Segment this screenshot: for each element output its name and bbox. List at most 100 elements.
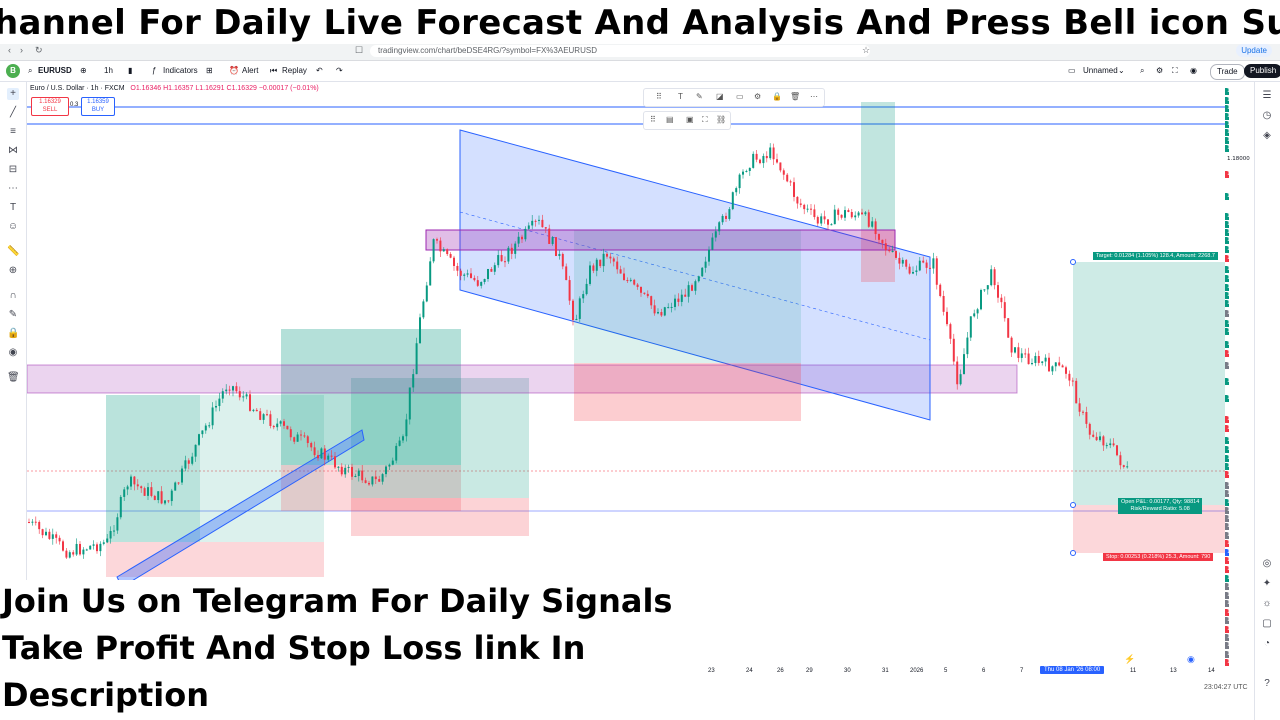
watchlist-icon[interactable]: ☰ xyxy=(1262,90,1272,101)
more-icon[interactable]: ⋯ xyxy=(810,92,818,101)
frame-icon[interactable]: ▣ xyxy=(686,115,694,124)
color-icon[interactable]: ◪ xyxy=(716,92,724,101)
add-symbol-icon[interactable]: ⊕ xyxy=(80,66,87,75)
buy-button[interactable]: 1.16359 BUY xyxy=(81,97,115,116)
drag-handle-icon[interactable]: ⠿ xyxy=(650,115,656,124)
candle-body xyxy=(215,405,217,408)
candle-body xyxy=(643,292,646,294)
event-icon[interactable]: ⚡ xyxy=(1124,654,1136,664)
pattern-icon[interactable]: ⋈ xyxy=(8,145,18,156)
emoji-icon[interactable]: ☺ xyxy=(7,221,19,232)
price-label: 1.18263 xyxy=(1225,105,1250,112)
search-icon[interactable]: ⌕ xyxy=(28,66,33,75)
target-icon[interactable]: ◎ xyxy=(1262,558,1272,569)
reload-icon[interactable]: ↻ xyxy=(35,45,43,55)
candle-body xyxy=(82,549,85,555)
sell-button[interactable]: 1.16329 SELL xyxy=(31,97,69,116)
layout-icon[interactable]: ▭ xyxy=(1068,66,1076,75)
layout-grid-icon[interactable]: ⊞ xyxy=(206,66,213,75)
bookmark-icon[interactable]: ☐ xyxy=(355,45,364,55)
buy-label: BUY xyxy=(91,107,105,113)
candle-body xyxy=(351,466,353,477)
fullscreen-icon[interactable]: ⛶ xyxy=(1172,66,1178,75)
candle-body xyxy=(242,396,245,398)
candle-body xyxy=(592,265,595,271)
price-label: 1.15794 xyxy=(1225,659,1250,666)
redo-icon[interactable]: ↷ xyxy=(336,66,343,75)
settings-icon[interactable]: ⚙ xyxy=(1156,66,1164,75)
undo-icon[interactable]: ↶ xyxy=(316,66,323,75)
candle-body xyxy=(881,239,884,244)
chevron-down-icon[interactable]: ⌄ xyxy=(1118,66,1125,75)
settings-gear-icon[interactable]: ⚙ xyxy=(754,92,762,101)
magnet-icon[interactable]: ∩ xyxy=(9,290,17,301)
replay-button[interactable]: Replay xyxy=(282,66,307,75)
back-icon[interactable]: ‹ xyxy=(8,45,11,55)
symbol-button[interactable]: EURUSD xyxy=(38,66,72,75)
compass-icon[interactable]: ✦ xyxy=(1262,578,1272,589)
interval-button[interactable]: 1h xyxy=(104,66,113,75)
trash-icon[interactable]: 🗑 xyxy=(790,92,801,101)
ruler-icon[interactable]: 📏 xyxy=(7,246,20,257)
template-icon[interactable]: ▤ xyxy=(666,115,674,124)
chat-icon[interactable]: ▢ xyxy=(1262,618,1272,629)
trend-line-icon[interactable]: ╱ xyxy=(9,107,17,118)
candle-body xyxy=(1095,436,1098,441)
forward-icon[interactable]: › xyxy=(20,45,23,55)
quick-search-icon[interactable]: ⌕ xyxy=(1140,66,1145,75)
time-axis[interactable]: 23 24 26 29 30 31 2026 5 6 7 11 13 14 Thu 08 Jan '26 … xyxy=(706,665,1225,679)
notifications-icon[interactable]: ◔ xyxy=(1263,638,1271,649)
fit-icon[interactable]: ⛶ xyxy=(702,115,708,124)
measure-icon[interactable]: ⋯ xyxy=(8,183,18,194)
candle-body xyxy=(272,425,275,428)
candle-body xyxy=(1105,445,1108,447)
stay-drawing-icon[interactable]: ✎ xyxy=(8,309,18,320)
drag-handle-icon[interactable]: ⠿ xyxy=(656,92,662,101)
text-icon[interactable]: T xyxy=(678,92,683,101)
indicators-icon[interactable]: ƒ xyxy=(152,66,157,75)
chart-type-icon[interactable]: ▮ xyxy=(128,66,133,75)
snapshot-icon[interactable]: ◉ xyxy=(1190,66,1197,75)
star-icon[interactable]: ☆ xyxy=(862,45,871,55)
price-label: 1.16122 xyxy=(1225,540,1250,547)
publish-button[interactable]: Publish xyxy=(1244,64,1280,78)
zoom-icon[interactable]: ⊕ xyxy=(8,265,18,276)
link-icon[interactable]: ⛓ xyxy=(716,115,727,124)
alert-icon[interactable]: ⏰ xyxy=(229,66,239,75)
replay-icon[interactable]: ⏮ xyxy=(270,66,278,75)
avatar[interactable]: B xyxy=(6,64,20,78)
trash-icon[interactable]: 🗑 xyxy=(7,372,20,383)
lock-icon[interactable]: 🔒 xyxy=(7,328,20,339)
position-profit-zone xyxy=(351,378,529,498)
address-bar[interactable]: tradingview.com/chart/beDSE4RG/?symbol=F… xyxy=(370,45,870,57)
layout-name-button[interactable]: Unnamed xyxy=(1083,66,1118,75)
text-tool-icon[interactable]: T xyxy=(9,202,17,213)
update-button[interactable]: Update xyxy=(1236,44,1272,57)
price-axis[interactable]: 1.18276 1.18268 1.18263 1.18248 1.18188 1.181… xyxy=(1225,82,1255,666)
brush-icon[interactable]: ✎ xyxy=(696,92,703,101)
price-label: 1.16379 xyxy=(1225,455,1250,462)
candle-body xyxy=(670,306,673,308)
widget-bar: ☰ ◷ ◈ ◎ ✦ ☼ ▢ ◔ ? xyxy=(1254,82,1280,720)
visibility-icon[interactable]: ◉ xyxy=(8,347,18,358)
layers-icon[interactable]: ◈ xyxy=(1263,130,1271,141)
candle-body xyxy=(507,247,510,262)
help-icon[interactable]: ? xyxy=(1264,678,1270,689)
forecast-icon[interactable]: ⊟ xyxy=(8,164,18,175)
symbol-title[interactable]: Euro / U.S. Dollar · 1h · FXCM xyxy=(30,85,125,92)
candle-body xyxy=(531,220,534,226)
price-chart[interactable] xyxy=(27,82,1225,665)
alert-button[interactable]: Alert xyxy=(242,66,259,75)
fib-icon[interactable]: ≡ xyxy=(10,126,16,137)
line-style-icon[interactable]: ▭ xyxy=(736,92,744,101)
lock-icon[interactable]: 🔒 xyxy=(772,92,782,101)
candle-body xyxy=(126,486,129,490)
candle-body xyxy=(429,261,432,286)
alerts-clock-icon[interactable]: ◷ xyxy=(1262,110,1272,121)
lightbulb-icon[interactable]: ☼ xyxy=(1262,598,1272,609)
indicators-button[interactable]: Indicators xyxy=(163,66,198,75)
trade-button[interactable]: Trade xyxy=(1210,64,1245,80)
crosshair-icon[interactable]: + xyxy=(7,88,19,100)
candle-body xyxy=(534,220,537,222)
flag-icon[interactable]: ◉ xyxy=(1187,654,1195,664)
